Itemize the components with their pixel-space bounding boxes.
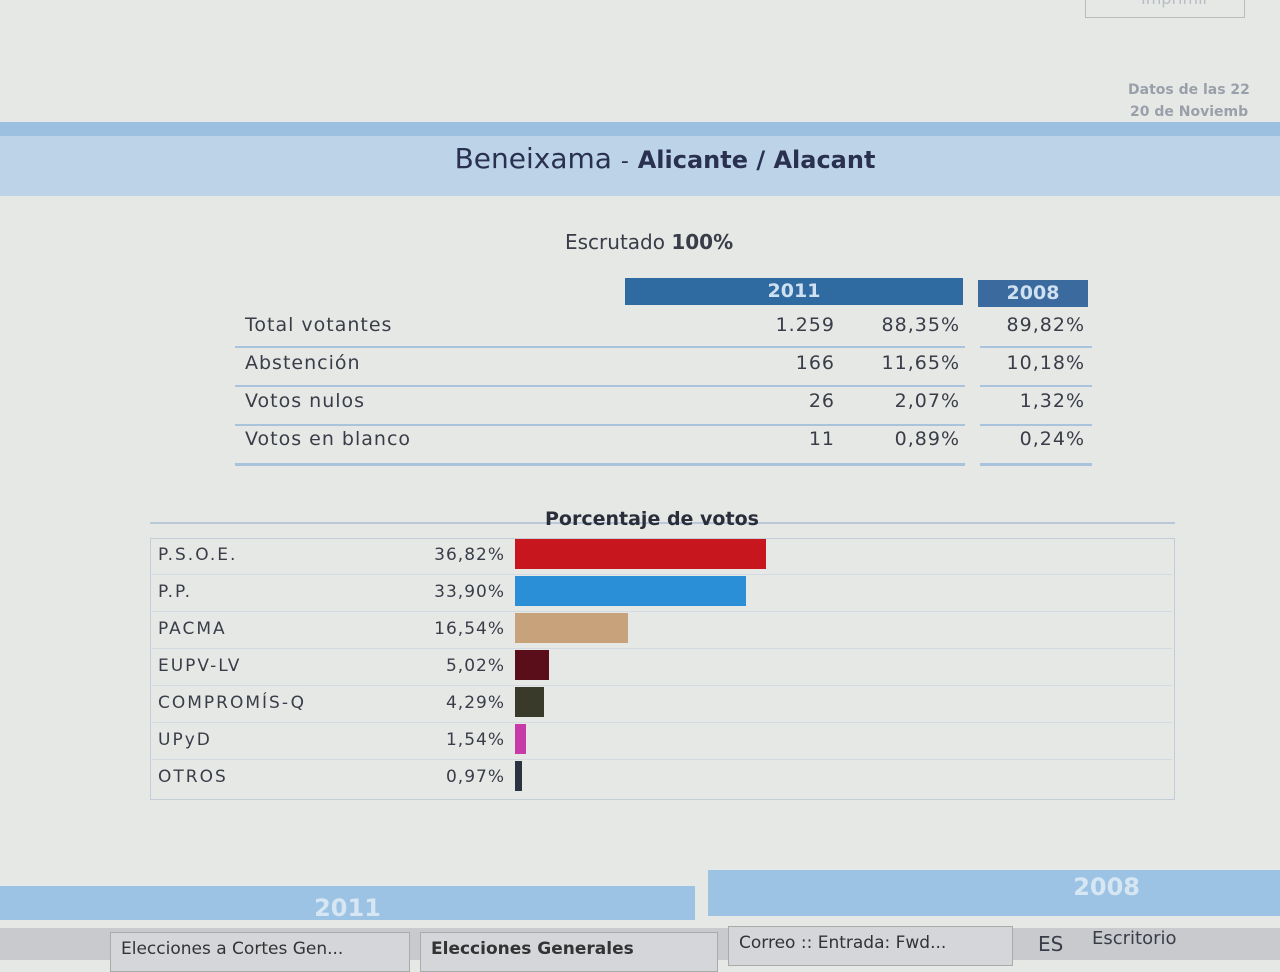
grid-row [152,648,1172,649]
row-separator [980,463,1092,466]
print-button[interactable]: Imprimir [1085,0,1245,18]
bar [515,724,526,754]
scrutiny-label: Escrutado [565,230,665,254]
cell: 11,65% [881,352,960,374]
bar-label: P.S.O.E. [158,545,238,565]
value-label: 5,02% [445,656,505,676]
value-label: 33,90% [434,582,505,602]
taskbar-item[interactable]: Correo :: Entrada: Fwd... [728,926,1013,966]
header-title: Beneixama - Alicante / Alacant [0,142,1280,175]
cell: 0,89% [894,428,960,450]
row-separator [235,385,965,387]
value-label: 0,97% [445,767,505,787]
bar [515,761,522,791]
bar-label: P.P. [158,582,193,602]
value-label: 36,82% [434,545,505,565]
cell: 11 [808,428,835,450]
row-separator [235,424,965,426]
row-separator [235,463,965,466]
cell: 88,35% [881,314,960,336]
row-label: Votos en blanco [245,428,412,450]
cell: 2,07% [894,390,960,412]
column-header: 2011 [625,278,963,305]
scrutiny-value: 100% [671,230,734,254]
cell: 1,32% [1019,390,1085,412]
tab[interactable]: 2011 [0,886,695,922]
grid-row [152,574,1172,575]
bar [515,539,767,569]
taskbar-item[interactable]: Elecciones a Cortes Gen... [110,932,410,972]
separator: - [620,149,629,174]
grid-row [152,759,1172,760]
cell: 0,24% [1019,428,1085,450]
data-date: Datos de las 22 [1128,82,1250,98]
cell: 166 [795,352,835,374]
row-separator [980,385,1092,387]
tab[interactable]: 2008 [708,870,1280,916]
cell: 26 [808,390,835,412]
cell: 1.259 [775,314,835,336]
cell: 10,18% [1006,352,1085,374]
bar-label: EUPV-LV [158,656,242,676]
header-band [0,122,1280,196]
grid-row [152,611,1172,612]
chart-box [150,538,1175,800]
row-label: Total votantes [245,314,393,336]
bar [515,613,628,643]
scrutiny: Escrutado 100% [565,230,733,254]
desktop[interactable]: Escritorio [1092,928,1177,949]
chart-title: Porcentaje de votos [545,508,759,530]
row-separator [980,424,1092,426]
data-date: 20 de Noviemb [1130,104,1249,120]
row-label: Votos nulos [245,390,366,412]
grid-row [152,722,1172,723]
bar-label: OTROS [158,767,228,787]
bar [515,687,545,717]
taskbar-item[interactable]: Elecciones Generales [420,932,718,972]
grid-row [152,685,1172,686]
bar-label: COMPROMÍS-Q [158,693,306,713]
cell: 89,82% [1006,314,1085,336]
value-label: 4,29% [445,693,505,713]
value-label: 16,54% [434,619,505,639]
column-header: 2008 [978,280,1088,307]
value-label: 1,54% [445,730,505,750]
row-separator [980,346,1092,348]
bar-label: UPyD [158,730,212,750]
row-separator [235,346,965,348]
language[interactable]: ES [1038,932,1064,956]
bar-label: PACMA [158,619,227,639]
municipality: Beneixama [454,142,612,175]
chart-rule [150,522,1175,524]
bar [515,650,550,680]
bar [515,576,747,606]
province: Alicante / Alacant [637,146,876,174]
row-label: Abstención [245,352,361,374]
